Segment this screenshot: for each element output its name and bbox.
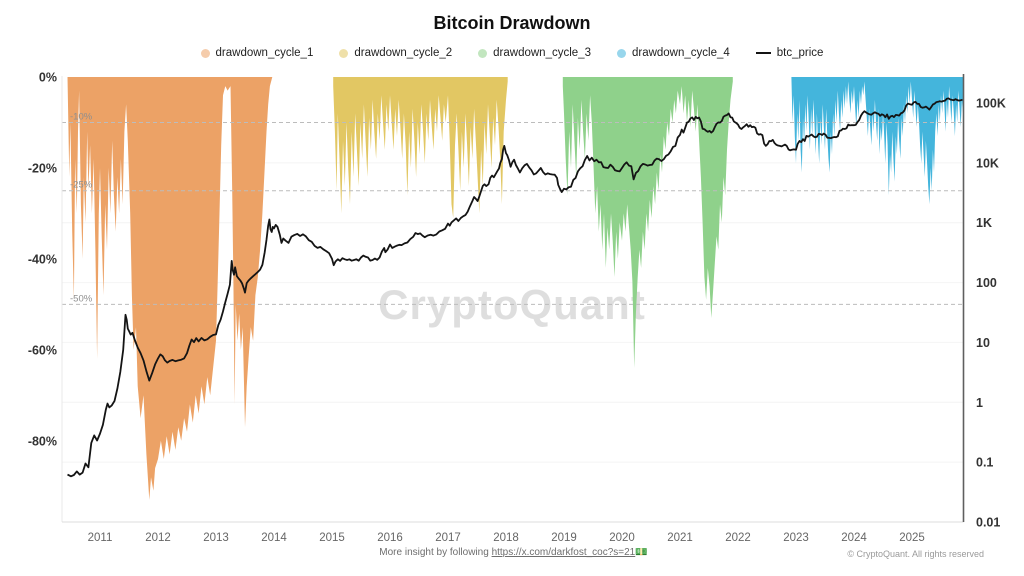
x-tick-label: 2018 xyxy=(493,532,519,544)
area-drawdown_cycle_1 xyxy=(67,77,273,500)
legend-item-drawdown_cycle_3[interactable]: drawdown_cycle_3 xyxy=(478,47,591,59)
legend-item-drawdown_cycle_4[interactable]: drawdown_cycle_4 xyxy=(616,47,730,59)
legend-item-drawdown_cycle_1[interactable]: drawdown_cycle_1 xyxy=(200,47,314,59)
y-left-tick-label: -40% xyxy=(28,252,57,266)
y-right-tick-label: 1 xyxy=(976,396,983,410)
legend-label: drawdown_cycle_2 xyxy=(354,47,453,59)
legend-label: drawdown_cycle_3 xyxy=(493,47,591,59)
x-tick-label: 2017 xyxy=(435,532,461,544)
x-tick-label: 2023 xyxy=(783,532,809,544)
x-tick-label: 2024 xyxy=(841,532,867,544)
y-right-tick-label: 0.01 xyxy=(976,516,1000,530)
money-emoji: 💵 xyxy=(635,547,648,558)
x-tick-label: 2021 xyxy=(667,532,693,544)
area-drawdown_cycle_2 xyxy=(333,77,508,218)
legend-dot-icon xyxy=(200,48,210,58)
x-tick-label: 2014 xyxy=(261,532,287,544)
y-right-tick-label: 0.1 xyxy=(976,456,993,470)
x-tick-label: 2020 xyxy=(609,532,635,544)
reference-line-label: -50% xyxy=(70,293,93,304)
y-left-tick-label: -60% xyxy=(28,343,57,357)
x-tick-label: 2011 xyxy=(88,532,113,544)
y-right-tick-label: 10K xyxy=(976,156,999,170)
legend-dot-icon xyxy=(478,48,488,58)
footer-insight: More insight by following https://x.com/… xyxy=(62,547,965,558)
y-left-tick-label: -20% xyxy=(28,161,57,175)
legend-line-icon xyxy=(755,52,771,54)
reference-line-label: -25% xyxy=(70,180,93,191)
copyright: © CryptoQuant. All rights reserved xyxy=(847,549,984,559)
legend-dot-icon xyxy=(339,48,349,58)
y-right-tick-label: 100K xyxy=(976,97,1006,111)
btc-price-line xyxy=(67,97,963,478)
x-tick-label: 2025 xyxy=(899,532,925,544)
legend-item-btc_price[interactable]: btc_price xyxy=(755,47,824,59)
y-right-tick-label: 10 xyxy=(976,336,990,350)
x-tick-label: 2012 xyxy=(145,532,171,544)
y-right-tick-label: 1K xyxy=(976,216,992,230)
x-tick-label: 2019 xyxy=(551,532,577,544)
reference-line-label: -10% xyxy=(70,112,93,123)
area-drawdown_cycle_3 xyxy=(562,77,733,368)
legend-item-drawdown_cycle_2[interactable]: drawdown_cycle_2 xyxy=(339,47,452,59)
area-drawdown_cycle_4 xyxy=(791,77,963,205)
insight-link[interactable]: https://x.com/darkfost_coc?s=21 xyxy=(491,547,636,558)
legend-label: drawdown_cycle_4 xyxy=(631,47,730,59)
x-tick-label: 2022 xyxy=(725,532,751,544)
y-right-tick-label: 100 xyxy=(976,276,997,290)
x-tick-label: 2013 xyxy=(203,532,229,544)
y-left-tick-label: -80% xyxy=(28,434,57,448)
x-tick-label: 2015 xyxy=(319,532,345,544)
legend-label: btc_price xyxy=(776,47,824,59)
footer-insight-text: More insight by following xyxy=(379,547,492,558)
legend-label: drawdown_cycle_1 xyxy=(215,47,314,59)
y-left-tick-label: 0% xyxy=(39,71,57,85)
legend: drawdown_cycle_1 drawdown_cycle_2 drawdown… xyxy=(0,47,1024,59)
chart-title: Bitcoin Drawdown xyxy=(433,13,591,33)
legend-dot-icon xyxy=(616,48,626,58)
x-tick-label: 2016 xyxy=(377,532,403,544)
